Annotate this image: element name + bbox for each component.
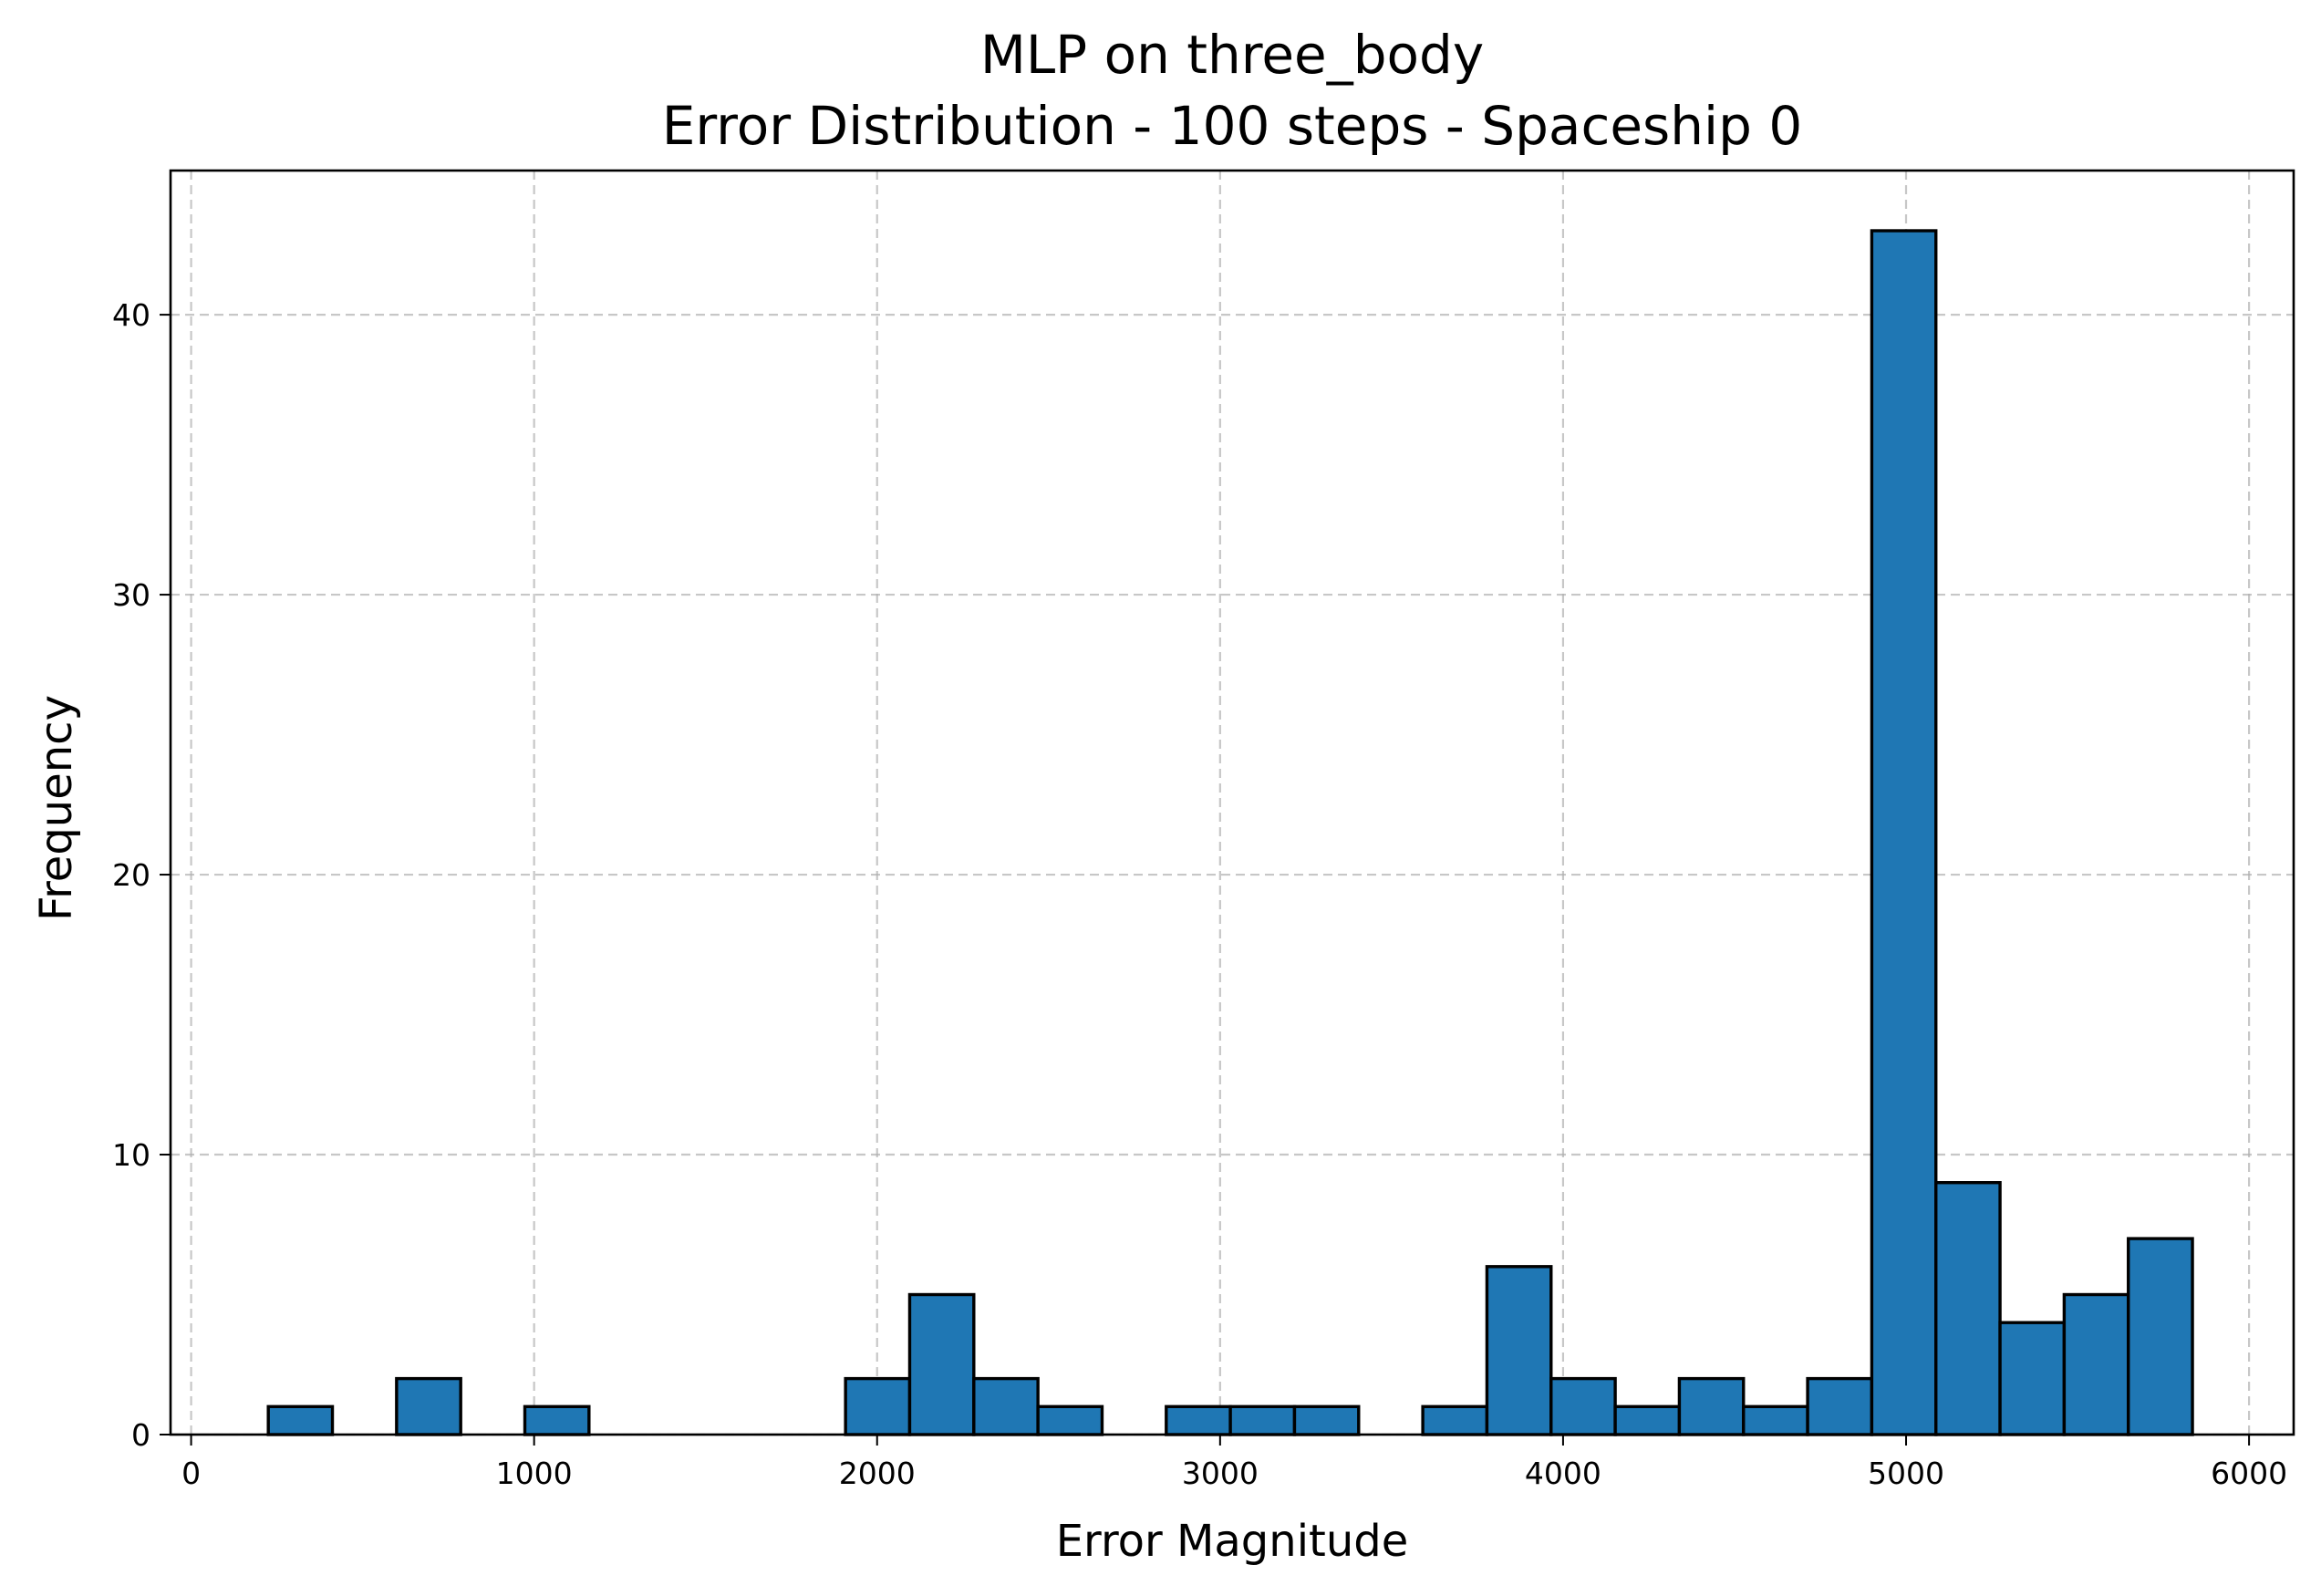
y-tick-label: 10 xyxy=(112,1137,150,1173)
histogram-bar xyxy=(1742,1404,1809,1436)
histogram-bars xyxy=(266,229,2194,1436)
histogram-bar xyxy=(395,1376,462,1436)
y-axis-label: Frequency xyxy=(31,695,82,921)
histogram-bar xyxy=(1421,1404,1489,1436)
y-axis-ticks: 0 10 20 30 40 xyxy=(112,297,171,1453)
x-tick-label: 0 xyxy=(181,1456,201,1491)
x-tick-label: 4000 xyxy=(1525,1456,1601,1491)
histogram-bar xyxy=(1549,1376,1617,1436)
y-tick-label: 30 xyxy=(112,577,150,613)
histogram-bar xyxy=(1677,1376,1746,1436)
x-tick-label: 6000 xyxy=(2211,1456,2287,1491)
histogram-bar xyxy=(1036,1404,1104,1436)
histogram-bar xyxy=(1998,1321,2067,1436)
histogram-bar xyxy=(2062,1292,2130,1436)
x-tick-label: 3000 xyxy=(1182,1456,1259,1491)
x-tick-label: 1000 xyxy=(496,1456,573,1491)
histogram-bar xyxy=(907,1292,976,1436)
histogram-bar xyxy=(1485,1265,1553,1436)
x-axis-ticks: 0 1000 2000 3000 4000 5000 6000 xyxy=(181,1435,2287,1491)
histogram-bar xyxy=(1292,1404,1361,1436)
histogram-bar xyxy=(266,1404,335,1436)
histogram-bar xyxy=(1165,1404,1232,1436)
chart-subtitle: Error Distribution - 100 steps - Spacesh… xyxy=(662,95,1803,157)
histogram-bar xyxy=(1934,1181,2002,1436)
histogram-bar xyxy=(1870,229,1938,1436)
y-tick-label: 40 xyxy=(112,297,150,333)
y-tick-label: 20 xyxy=(112,857,150,893)
x-axis-label: Error Magnitude xyxy=(1056,1516,1409,1567)
histogram-bar xyxy=(523,1404,591,1436)
histogram-bar xyxy=(1806,1376,1874,1436)
x-tick-label: 5000 xyxy=(1868,1456,1944,1491)
histogram-bar xyxy=(972,1376,1040,1436)
y-tick-label: 0 xyxy=(131,1417,150,1453)
histogram-bar xyxy=(1228,1404,1297,1436)
histogram-bar xyxy=(2127,1237,2194,1436)
histogram-bar xyxy=(844,1376,912,1436)
x-tick-label: 2000 xyxy=(839,1456,916,1491)
histogram-bar xyxy=(1613,1404,1682,1436)
chart-title: MLP on three_body xyxy=(980,24,1484,86)
plot-area-frame xyxy=(169,169,2295,1436)
